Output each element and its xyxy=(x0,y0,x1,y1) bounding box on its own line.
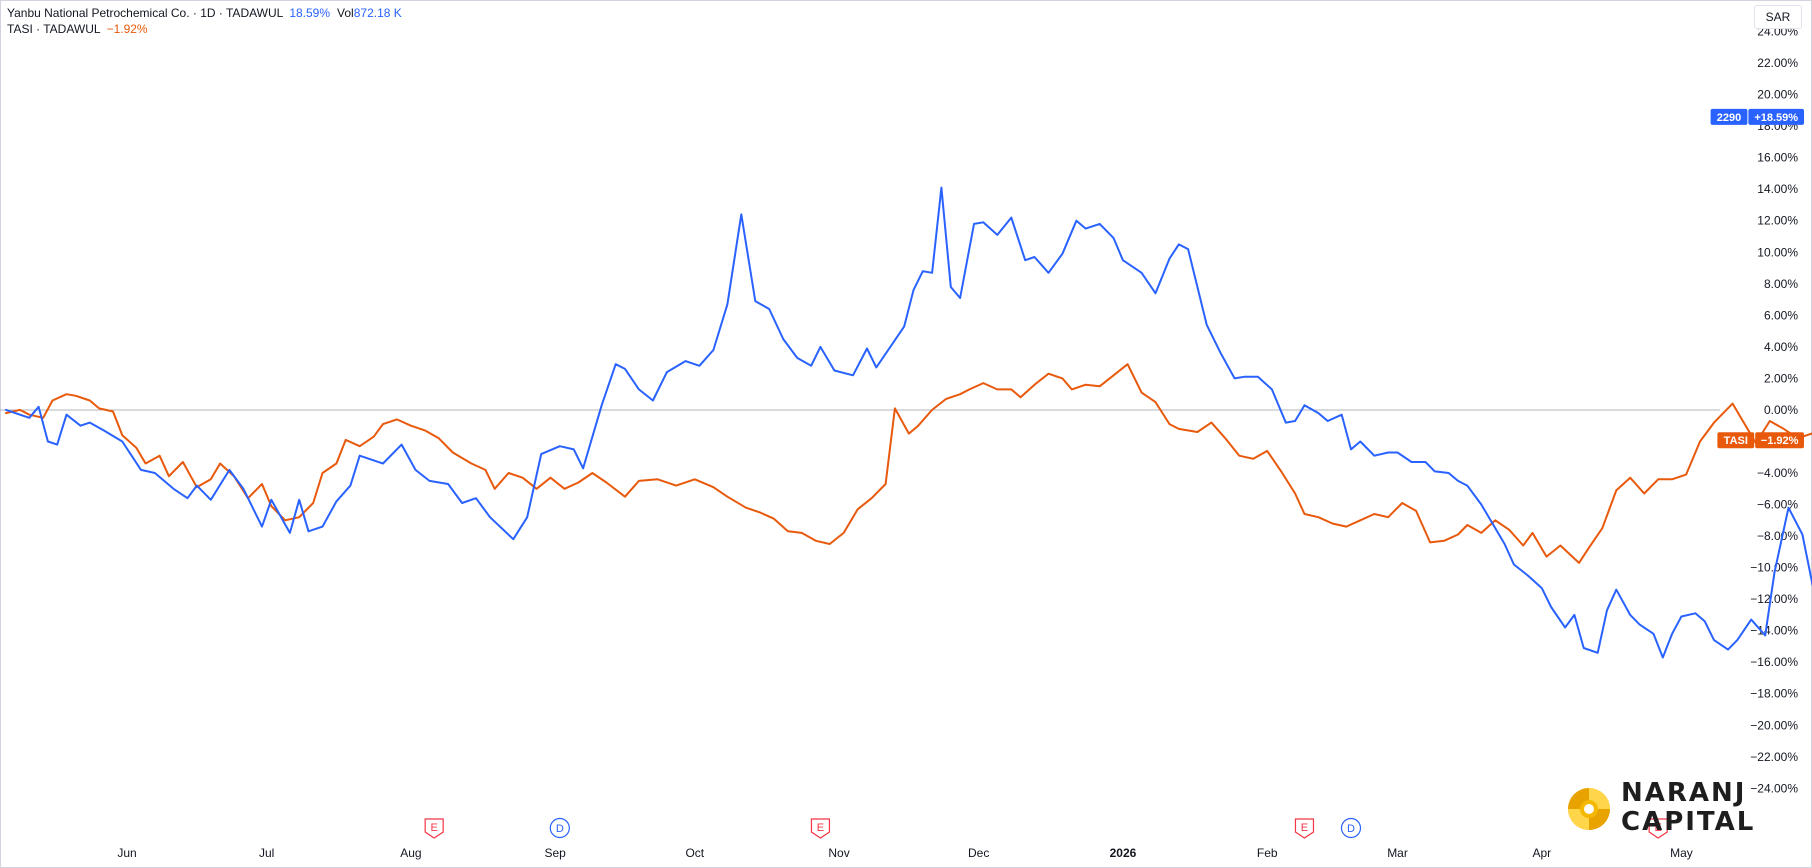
y-tick-label: −12.00% xyxy=(1750,592,1798,606)
x-axis: Jun Jul Aug Sep Oct Nov Dec 2026 Feb Mar Apr May xyxy=(117,846,1692,860)
logo-mark-icon xyxy=(1568,788,1610,830)
tag-value-bg xyxy=(1755,432,1804,449)
index-change: −1.92% xyxy=(106,22,148,36)
y-tick-label: −4.00% xyxy=(1757,466,1798,480)
earnings-letter: E xyxy=(1301,822,1308,834)
last-value-labels: 2290 +18.59% TASI −1.92% xyxy=(1710,108,1804,449)
x-tick-label: Jul xyxy=(259,846,274,860)
earnings-letter: E xyxy=(1654,822,1661,834)
earnings-event-icon: E xyxy=(1294,818,1315,839)
tag-name: TASI xyxy=(1724,435,1748,447)
y-tick-label: 16.00% xyxy=(1757,151,1798,165)
naranj-capital-logo xyxy=(1568,788,1610,830)
dividend-letter: D xyxy=(1347,823,1355,835)
main-symbol[interactable]: Yanbu National Petrochemical Co. · 1D · … xyxy=(7,6,284,20)
tag-name-bg xyxy=(1710,108,1748,125)
earnings-badge xyxy=(1294,818,1315,839)
y-tick-label: 4.00% xyxy=(1764,340,1798,354)
y-tick-label: −16.00% xyxy=(1750,655,1798,669)
x-tick-label: Sep xyxy=(544,846,566,860)
tag-name-bg xyxy=(1717,432,1755,449)
logo-text: NARANJ CAPITAL xyxy=(1621,779,1755,837)
volume-value: 872.18 K xyxy=(353,6,402,20)
dividend-event-icon: D xyxy=(1340,817,1362,839)
y-tick-label: 12.00% xyxy=(1757,214,1798,228)
dividend-badge xyxy=(1340,817,1362,839)
y-tick-label: −6.00% xyxy=(1757,498,1798,512)
y-tick-label: 6.00% xyxy=(1764,308,1798,322)
y-tick-label: −20.00% xyxy=(1750,718,1798,732)
logo-word-capital: CAPITAL xyxy=(1621,807,1756,837)
y-tick-label: 2.00% xyxy=(1764,371,1798,385)
x-tick-label: Feb xyxy=(1257,846,1278,860)
earnings-event-icon: E xyxy=(424,818,444,839)
tag-value: −1.92% xyxy=(1761,435,1799,447)
y-tick-label: −8.00% xyxy=(1757,529,1798,543)
x-tick-label: 2026 xyxy=(1110,846,1137,860)
dividend-event-icon: D xyxy=(549,817,570,839)
x-tick-label: Mar xyxy=(1387,846,1408,860)
dividend-badge xyxy=(549,817,570,839)
y-tick-label: −14.00% xyxy=(1750,624,1798,638)
index-symbol[interactable]: TASI · TADAWUL xyxy=(7,22,101,36)
y-tick-label: 20.00% xyxy=(1757,88,1798,102)
y-tick-label: 8.00% xyxy=(1764,277,1798,291)
x-tick-label: Dec xyxy=(968,846,989,860)
earnings-badge xyxy=(810,818,831,839)
x-tick-label: Aug xyxy=(400,846,421,860)
earnings-event-icon: E xyxy=(810,818,831,839)
y-tick-label: 10.00% xyxy=(1757,245,1798,259)
x-tick-label: Oct xyxy=(685,846,704,860)
series-line-2290 xyxy=(5,186,1812,659)
legend-main-row[interactable]: Yanbu National Petrochemical Co. · 1D · … xyxy=(7,5,402,21)
x-tick-label: Jun xyxy=(117,846,136,860)
y-tick-label: −22.00% xyxy=(1750,750,1798,764)
tag-value-bg xyxy=(1748,108,1804,125)
y-tick-label: 0.00% xyxy=(1764,403,1798,417)
tag-value: +18.59% xyxy=(1754,112,1798,124)
earnings-letter: E xyxy=(430,822,437,834)
y-tick-label: 22.00% xyxy=(1757,56,1798,70)
x-tick-label: Nov xyxy=(828,846,849,860)
last-value-tag-2290: 2290 +18.59% xyxy=(1710,108,1804,125)
tag-name: 2290 xyxy=(1717,112,1741,124)
x-tick-label: May xyxy=(1670,846,1693,860)
dividend-letter: D xyxy=(556,823,564,835)
last-value-tag-tasi: TASI −1.92% xyxy=(1717,432,1804,449)
legend: Yanbu National Petrochemical Co. · 1D · … xyxy=(7,5,402,37)
legend-index-row[interactable]: TASI · TADAWUL −1.92% xyxy=(7,21,402,37)
series-lines xyxy=(5,186,1812,659)
main-change: 18.59% xyxy=(289,6,331,20)
earnings-badge xyxy=(1648,818,1668,839)
y-axis: 24.00%22.00%20.00%18.00%16.00%14.00%12.0… xyxy=(0,25,1798,795)
y-tick-label: 14.00% xyxy=(1757,182,1798,196)
earnings-event-icon: E xyxy=(1648,818,1668,839)
y-tick-label: −18.00% xyxy=(1750,687,1798,701)
x-tick-label: Apr xyxy=(1532,846,1551,860)
series-line-tasi xyxy=(5,363,1812,564)
volume-label: Vol xyxy=(337,6,354,20)
earnings-badge xyxy=(424,818,444,839)
y-tick-label: −24.00% xyxy=(1750,781,1798,795)
currency-button[interactable]: SAR xyxy=(1754,5,1802,29)
y-tick-label: −10.00% xyxy=(1750,561,1798,575)
logo-word-naranj: NARANJ xyxy=(1621,778,1747,808)
earnings-letter: E xyxy=(817,822,824,834)
